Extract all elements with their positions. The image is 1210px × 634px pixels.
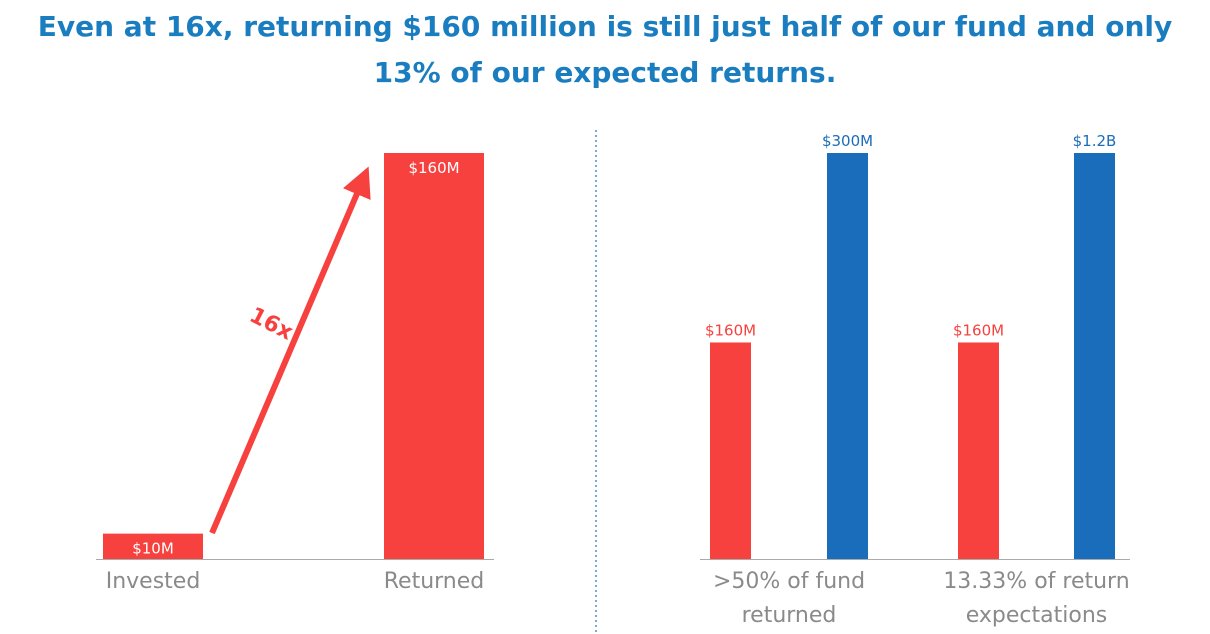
data-label-right-s1-g1: $160M [705, 321, 756, 339]
category-label-right-1-line-1: >50% of fund [713, 569, 865, 594]
bar-right-s2-g1 [827, 153, 868, 559]
bar-right-s1-g2 [958, 342, 999, 559]
data-label-right-s2-g2: $1.2B [1073, 132, 1117, 150]
category-label-left-1: Invested [106, 569, 201, 594]
title-line-2: 13% of our expected returns. [373, 56, 837, 89]
data-label-left-1: $10M [132, 540, 174, 558]
category-label-right-2-line-2: expectations [966, 603, 1107, 628]
page-title: Even at 16x, returning $160 million is s… [0, 4, 1210, 96]
bar-right-s2-g2 [1074, 153, 1115, 559]
data-label-right-s2-g1: $300M [822, 132, 873, 150]
growth-arrow [209, 166, 371, 535]
bar-left-1 [103, 533, 203, 559]
bar-right-s1-g1 [710, 342, 751, 559]
title-line-1: Even at 16x, returning $160 million is s… [37, 10, 1173, 43]
category-label-right-2-line-1: 13.33% of return [943, 569, 1129, 594]
data-label-right-s1-g2: $160M [953, 321, 1004, 339]
category-label-right-1-line-2: returned [742, 603, 837, 628]
bar-left-2 [384, 153, 484, 559]
data-label-left-2: $160M [408, 159, 459, 177]
category-label-left-2: Returned [384, 569, 485, 594]
multiple-annotation: 16x [245, 303, 296, 346]
